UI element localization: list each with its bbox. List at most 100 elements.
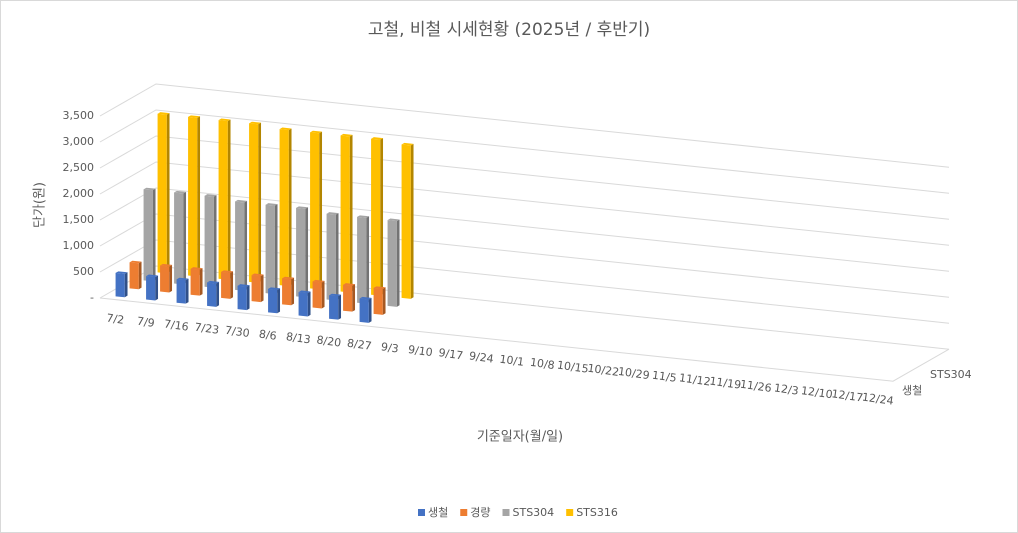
bar-top (176, 277, 189, 281)
bar (188, 115, 201, 277)
bar-top (359, 296, 372, 300)
bar-side (396, 219, 400, 307)
bar-side (352, 284, 356, 312)
x-tick-label: 11/26 (739, 378, 772, 395)
grid-line (99, 109, 950, 194)
bar-top (115, 271, 128, 274)
x-tick-label: 7/23 (194, 321, 220, 337)
bar (251, 273, 264, 303)
bar-top (174, 190, 187, 194)
bar-side (169, 264, 173, 293)
depth-label: 생철 (902, 384, 922, 397)
bar-side (166, 113, 170, 274)
bar-top (235, 199, 248, 203)
bar-side (185, 278, 189, 304)
bar-top (188, 115, 201, 118)
y-tick-label: 2,500 (63, 161, 95, 174)
bar-top (329, 293, 342, 297)
bar-top (237, 284, 250, 287)
legend-label: STS316 (576, 506, 618, 519)
bar (265, 203, 278, 295)
bar-side (152, 188, 156, 282)
bar (115, 271, 128, 298)
legend-swatch (566, 509, 574, 516)
bar (268, 287, 281, 314)
bar-top (373, 286, 386, 289)
bar-front (157, 113, 167, 274)
bar-front (176, 279, 186, 304)
x-tick-label: 11/5 (651, 369, 677, 385)
bar-side (124, 272, 128, 298)
bar-side (227, 119, 231, 280)
bar-side (197, 116, 201, 277)
bar-side (246, 285, 250, 311)
bar-front (326, 213, 336, 301)
bar-side (305, 207, 309, 298)
bar-side (260, 274, 264, 303)
bar (359, 296, 372, 323)
bar (160, 263, 173, 293)
y-tick-label: 1,500 (63, 213, 95, 226)
x-tick-label: 10/29 (617, 365, 650, 382)
bar (329, 293, 342, 320)
bar-side (338, 294, 342, 320)
bar-front (143, 189, 153, 282)
bar (237, 284, 250, 311)
bar (373, 286, 386, 315)
bar-top (190, 267, 203, 270)
x-tick-label: 9/10 (407, 343, 433, 359)
bar (221, 270, 234, 299)
y-tick-label: 1,000 (63, 239, 95, 252)
bar (312, 279, 325, 309)
bar (343, 283, 356, 312)
bar-front (371, 138, 381, 296)
bar (296, 206, 309, 298)
bar-front (160, 265, 170, 293)
bar-side (277, 288, 281, 314)
grid-line (99, 83, 950, 168)
y-tick-label: 500 (73, 265, 94, 278)
bar-top (296, 206, 309, 209)
bar-top (312, 279, 325, 283)
bar-front (401, 144, 411, 299)
bar-top (160, 263, 173, 267)
x-tick-label: 9/17 (438, 346, 464, 362)
bar-side (230, 271, 234, 299)
bar-side (244, 200, 248, 291)
bar-top (218, 118, 231, 122)
bar-top (221, 270, 234, 273)
bar-top (268, 287, 281, 290)
bar-top (157, 112, 170, 115)
bar-side (349, 134, 353, 293)
bar-front (235, 201, 245, 291)
bar-front (387, 220, 397, 307)
legend-swatch (460, 509, 468, 516)
bar-front (298, 292, 308, 317)
bar-top (251, 273, 264, 277)
bar-side (213, 195, 217, 288)
bar-front (312, 281, 322, 309)
x-tick-label: 8/6 (258, 327, 277, 342)
x-axis-title: 기준일자(월/일) (477, 430, 563, 445)
bar-top (279, 127, 292, 131)
x-tick-label: 10/8 (529, 356, 555, 372)
bar (401, 142, 414, 299)
bar-top (310, 130, 323, 134)
bar-front (340, 135, 350, 293)
bar-front (237, 285, 247, 311)
bar-front (207, 282, 217, 307)
bar-side (138, 261, 142, 290)
bar-side (307, 291, 311, 317)
x-tick-label: 12/3 (773, 381, 799, 397)
x-tick-label: 7/2 (106, 311, 125, 326)
bar-front (357, 216, 367, 304)
floor-edge (99, 297, 950, 382)
x-tick-label: 10/15 (556, 358, 589, 375)
bar (279, 127, 292, 287)
bar-front (329, 295, 339, 320)
bar-front (359, 298, 369, 323)
bar-side (366, 216, 370, 304)
bar (340, 133, 353, 293)
grid-line (99, 187, 950, 272)
x-tick-label: 10/22 (587, 362, 620, 379)
